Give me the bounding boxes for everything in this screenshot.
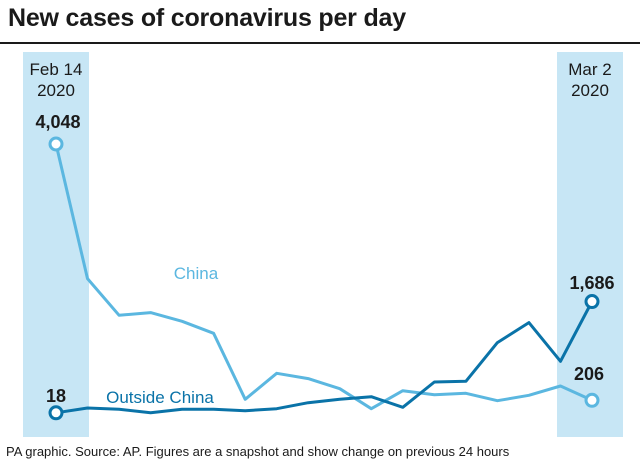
china-end-value: 206 bbox=[574, 364, 604, 384]
china-line bbox=[54, 143, 593, 411]
footnote: PA graphic. Source: AP. Figures are a sn… bbox=[6, 444, 510, 459]
line-chart: Feb 14 2020 Mar 2 2020 4,048 206 18 1,68… bbox=[23, 52, 623, 437]
title-rule bbox=[0, 42, 640, 44]
china-line-start-point bbox=[48, 136, 64, 152]
china-series-label: China bbox=[174, 264, 219, 283]
band-end-year: 2020 bbox=[571, 81, 609, 100]
outside-china-line-start-point bbox=[48, 405, 64, 421]
band-end-date: Mar 2 bbox=[568, 60, 611, 79]
outside-start-value: 18 bbox=[46, 386, 66, 406]
highlight-band-end bbox=[557, 52, 623, 437]
chart-title: New cases of coronavirus per day bbox=[8, 4, 406, 32]
outside-series-label: Outside China bbox=[106, 388, 214, 407]
china-start-value: 4,048 bbox=[35, 112, 80, 132]
band-start-year: 2020 bbox=[37, 81, 75, 100]
outside-end-value: 1,686 bbox=[569, 273, 614, 293]
china-line-end-point bbox=[584, 392, 600, 408]
outside-china-line-end-point bbox=[584, 294, 600, 310]
band-start-date: Feb 14 bbox=[30, 60, 83, 79]
outside-china-line bbox=[55, 300, 594, 415]
